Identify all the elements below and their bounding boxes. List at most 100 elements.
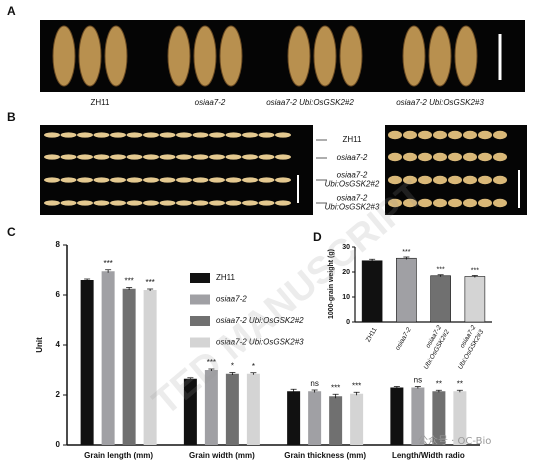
bar <box>122 288 136 445</box>
grain <box>403 152 417 162</box>
grain <box>454 25 478 87</box>
grain <box>448 130 462 140</box>
significance-label: *** <box>207 358 216 367</box>
grain <box>209 132 225 138</box>
grain <box>192 200 209 206</box>
y-axis-label: 1000-grain weight (g) <box>328 249 335 319</box>
grain <box>388 175 402 185</box>
grain <box>402 25 426 87</box>
grain <box>275 132 291 138</box>
significance-label: ns <box>414 376 422 385</box>
grain <box>143 154 159 160</box>
grain <box>463 198 477 208</box>
bar <box>246 373 260 445</box>
photo-caption: osiaa7-2 Ubi:OsGSK2#2 <box>266 98 354 107</box>
error-bar <box>187 377 194 380</box>
grain <box>159 200 176 206</box>
grain <box>44 154 60 160</box>
error-bar <box>208 368 215 371</box>
x-tick-label: osiaa7-2Ubi:OsGSK2#3 <box>449 324 485 371</box>
grain <box>388 152 402 162</box>
grain <box>143 132 159 138</box>
x-tick-label: Grain length (mm) <box>84 451 153 460</box>
significance-label: * <box>252 362 255 371</box>
error-bar <box>332 393 339 399</box>
y-tick-label: 2 <box>56 390 61 399</box>
footer-mark: 公众号 · OC-Bio <box>418 435 491 447</box>
panel-label: C <box>7 225 16 239</box>
error-bar <box>414 386 421 389</box>
error-bar <box>229 372 236 375</box>
significance-label: *** <box>471 267 479 274</box>
grain <box>77 200 93 206</box>
bar <box>411 387 425 445</box>
grain <box>478 198 492 208</box>
bar <box>464 276 486 323</box>
grain <box>159 154 176 160</box>
significance-label: ** <box>457 379 463 388</box>
error-bar <box>393 386 400 389</box>
bar <box>204 370 218 445</box>
grain <box>93 177 110 183</box>
bar <box>183 378 197 445</box>
grain <box>159 132 176 138</box>
grain <box>93 200 110 206</box>
x-tick-label: Length/Width radio <box>392 451 465 460</box>
bar <box>396 257 417 323</box>
panel-label: B <box>7 110 16 124</box>
photo-caption: osiaa7-2 Ubi:OsGSK2#3 <box>396 98 484 107</box>
y-tick-label: 0 <box>346 319 350 326</box>
legend-swatch <box>190 294 210 305</box>
grain <box>44 177 60 183</box>
grain <box>242 132 258 138</box>
row-label: osiaa7-2 <box>337 153 368 162</box>
error-bar <box>147 288 154 291</box>
grain <box>448 152 462 162</box>
bar <box>453 391 467 445</box>
grain <box>77 177 93 183</box>
grain <box>258 132 275 138</box>
grain <box>403 130 417 140</box>
bar <box>80 280 94 445</box>
grain <box>258 200 275 206</box>
grain <box>219 25 243 87</box>
grain <box>258 177 275 183</box>
grain <box>225 177 242 183</box>
error-bar <box>290 388 297 394</box>
grain <box>242 154 258 160</box>
grain <box>463 152 477 162</box>
legend-swatch <box>190 337 210 348</box>
y-tick-label: 10 <box>342 294 350 301</box>
significance-label: ns <box>310 379 318 388</box>
grain <box>209 200 225 206</box>
grain <box>60 154 77 160</box>
grain <box>463 130 477 140</box>
y-tick-label: 20 <box>342 269 350 276</box>
grain <box>143 200 159 206</box>
legend-label: osiaa7-2 Ubi:OsGSK2#3 <box>216 338 304 347</box>
bar <box>361 260 383 323</box>
significance-label: ** <box>436 379 442 388</box>
grain <box>433 175 447 185</box>
legend-swatch <box>190 273 210 283</box>
grain <box>433 198 447 208</box>
grain <box>44 132 60 138</box>
grain <box>110 177 126 183</box>
grain <box>493 152 507 162</box>
x-tick-label: ZH11 <box>365 326 379 343</box>
error-bar <box>456 389 463 393</box>
grain <box>110 132 126 138</box>
grain <box>478 175 492 185</box>
error-bar <box>471 275 478 278</box>
error-bar <box>435 389 442 393</box>
grain <box>418 198 432 208</box>
grain <box>478 130 492 140</box>
grain <box>176 177 192 183</box>
grain <box>225 132 242 138</box>
grain <box>433 130 447 140</box>
grain <box>418 152 432 162</box>
bar <box>329 396 343 445</box>
grain <box>275 154 291 160</box>
bar <box>101 271 115 445</box>
bar <box>287 391 301 445</box>
